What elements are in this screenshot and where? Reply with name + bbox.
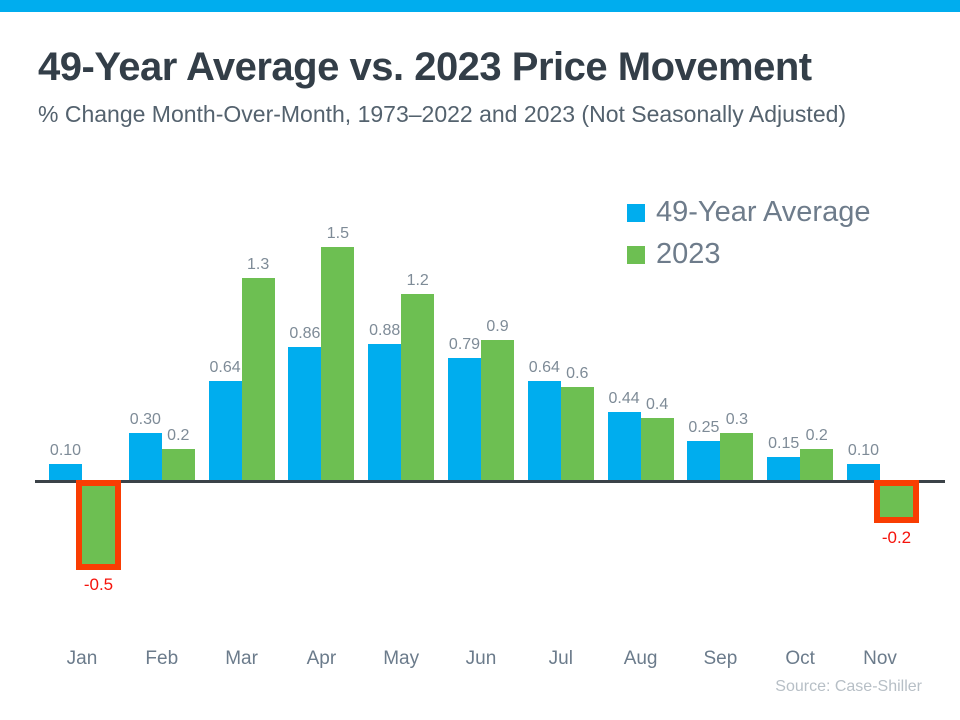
y2023-bar-may (401, 294, 435, 480)
y2023-bar-jul (560, 387, 594, 480)
avg-bar-feb (128, 433, 162, 480)
y2023-value-label: 0.9 (486, 318, 509, 335)
chart-subtitle: % Change Month-Over-Month, 1973–2022 and… (38, 101, 847, 127)
month-tick-jun: Jun (465, 648, 497, 669)
top-accent-banner (0, 0, 960, 12)
avg-value-label: 0.79 (448, 336, 481, 353)
avg-bar-nov (847, 464, 880, 480)
y2023-value-label: 1.5 (326, 225, 350, 242)
legend-swatch-icon (627, 245, 645, 264)
avg-value-label: 0.25 (688, 419, 720, 436)
y2023-negative-value-label: -0.2 (881, 528, 912, 547)
avg-bar-may (368, 344, 402, 480)
y2023-value-label: 0.6 (566, 365, 589, 382)
x-axis-line (35, 480, 945, 483)
avg-value-label: 0.44 (608, 390, 640, 407)
y2023-value-label: 0.2 (167, 427, 190, 444)
chart-legend: 49-Year Average 2023 (627, 198, 870, 282)
avg-bar-jul (527, 381, 561, 480)
avg-value-label: 0.10 (49, 442, 82, 459)
month-tick-nov: Nov (863, 648, 897, 669)
avg-bar-oct (767, 457, 801, 480)
avg-bar-jan (49, 464, 82, 480)
avg-value-label: 0.64 (528, 359, 560, 376)
month-tick-jan: Jan (66, 648, 98, 669)
legend-label: 49-Year Average (656, 196, 871, 228)
avg-bar-sep (687, 441, 721, 480)
legend-label: 2023 (656, 238, 721, 270)
avg-value-label: 0.64 (209, 359, 241, 376)
avg-bar-apr (288, 347, 322, 480)
avg-value-label: 0.30 (129, 411, 161, 428)
avg-value-label: 0.10 (847, 442, 880, 459)
month-tick-mar: Mar (225, 648, 258, 669)
avg-bar-jun (448, 358, 481, 480)
page-title: 49-Year Average vs. 2023 Price Movement (38, 45, 812, 89)
y2023-bar-aug (640, 418, 674, 480)
y2023-bar-jun (481, 340, 514, 480)
y2023-bar-sep (720, 433, 754, 480)
y2023-value-label: 0.2 (805, 427, 828, 444)
month-tick-may: May (383, 648, 420, 669)
avg-value-label: 0.88 (369, 322, 401, 339)
avg-bar-mar (208, 381, 242, 480)
y2023-negative-bar-nov (874, 480, 919, 523)
y2023-bar-oct (800, 449, 834, 480)
y2023-value-label: 1.3 (246, 256, 270, 273)
avg-value-label: 0.15 (768, 435, 800, 452)
legend-item-average: 49-Year Average (627, 198, 870, 227)
month-tick-oct: Oct (785, 648, 815, 669)
avg-bar-aug (607, 412, 641, 480)
y2023-bar-apr (321, 247, 355, 480)
y2023-negative-bar-jan (76, 480, 121, 570)
y2023-value-label: 1.2 (406, 272, 429, 289)
legend-swatch-icon (627, 203, 645, 222)
y2023-value-label: 0.4 (645, 396, 669, 413)
month-tick-aug: Aug (623, 648, 658, 669)
y2023-negative-value-label: -0.5 (83, 575, 114, 594)
month-tick-sep: Sep (703, 648, 738, 669)
month-tick-apr: Apr (306, 648, 337, 669)
source-credit: Source: Case-Shiller (775, 678, 922, 695)
month-tick-jul: Jul (548, 648, 573, 669)
legend-item-s1: 2023 (627, 240, 870, 269)
avg-value-label: 0.86 (289, 325, 321, 342)
y2023-value-label: 0.3 (725, 411, 749, 428)
y2023-bar-feb (161, 449, 195, 480)
y2023-bar-mar (241, 278, 275, 480)
month-tick-feb: Feb (145, 648, 179, 669)
